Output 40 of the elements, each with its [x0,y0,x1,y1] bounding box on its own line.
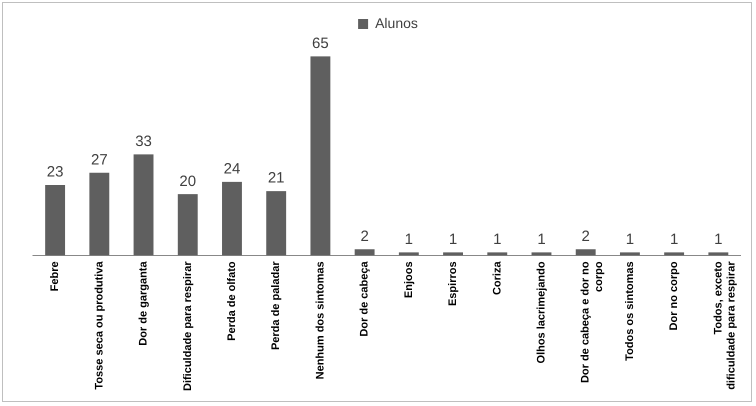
data-label: 2 [582,228,590,245]
x-tick-label: Enjoos [402,261,415,298]
data-label: 1 [537,230,546,248]
data-label: 27 [90,151,108,168]
bar [354,249,375,256]
data-label: 20 [179,172,196,190]
bar [45,184,66,256]
x-tick-label: Olhos lacrimejando [536,261,548,364]
x-tick-label: Dor de garganta [138,260,150,346]
data-label: 2 [360,228,369,245]
data-label: 1 [626,230,634,248]
data-label: 23 [46,164,64,181]
x-tick-label: Perda de olfato [226,261,238,341]
x-tick-label: Dor de cabeça e dor no corpo [580,261,605,384]
data-label: 33 [135,132,152,150]
x-tick-label: Dor de cabeça [358,260,371,337]
bar [89,172,110,256]
bar [266,191,286,256]
data-label: 1 [714,230,723,248]
x-tick-label: Coriza [491,260,504,296]
x-tick-label: Perda de paladar [270,260,282,350]
x-tick-label: Dificuldade para respirar [182,260,194,392]
bar [222,182,242,256]
bar [134,154,154,256]
legend-label: Alunos [375,14,418,31]
bar [310,56,330,256]
x-tick-label: Espirros [447,261,460,306]
data-label: 1 [493,230,502,248]
x-tick-label: Febre [49,261,62,292]
x-tick-label: Nenhum dos sintomas [314,261,326,380]
data-label: 24 [224,160,240,178]
data-label: 65 [312,34,329,52]
data-label: 21 [268,170,285,187]
bar [178,194,198,256]
data-label: 1 [448,230,458,248]
data-label: 1 [404,230,414,248]
data-label: 1 [670,230,678,248]
x-tick-label: Tosse seca ou produtiva [93,260,106,390]
x-tick-label: Dor no corpo [668,261,680,330]
x-tick-label: Todos os sintomas [624,261,636,361]
